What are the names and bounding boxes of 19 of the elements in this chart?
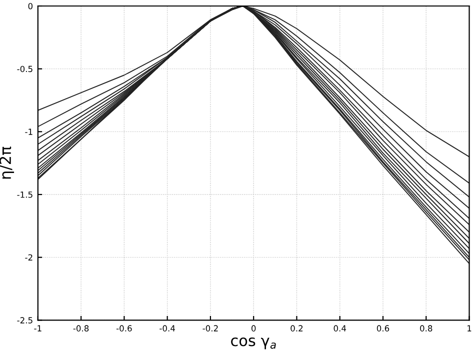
x-tick-label: 1: [468, 325, 472, 332]
x-tick-label: -1: [34, 325, 42, 332]
x-tick-label: -0.8: [73, 325, 89, 332]
x-tick-label: 0.8: [420, 325, 432, 332]
y-tick-label: -1.5: [17, 192, 32, 198]
x-tick-label: 0: [251, 325, 256, 332]
x-tick-label: -0.2: [202, 325, 218, 332]
y-tick-label: -2.5: [17, 317, 32, 324]
x-tick-label: 0.6: [376, 325, 390, 332]
y-tick-label: -1: [25, 128, 32, 135]
x-tick-label: -0.4: [160, 325, 175, 332]
x-tick-label: 0.4: [334, 325, 346, 332]
y-tick-label: 0: [28, 2, 33, 10]
y-tick-label: -0.5: [17, 66, 32, 72]
y-axis-title: η/2π: [0, 146, 14, 179]
x-axis-title: cos γ$_{a}$: [231, 338, 276, 350]
x-tick-label: 0.2: [290, 325, 303, 332]
y-tick-label: -2: [25, 254, 32, 261]
x-tick-label: -0.6: [116, 325, 132, 332]
